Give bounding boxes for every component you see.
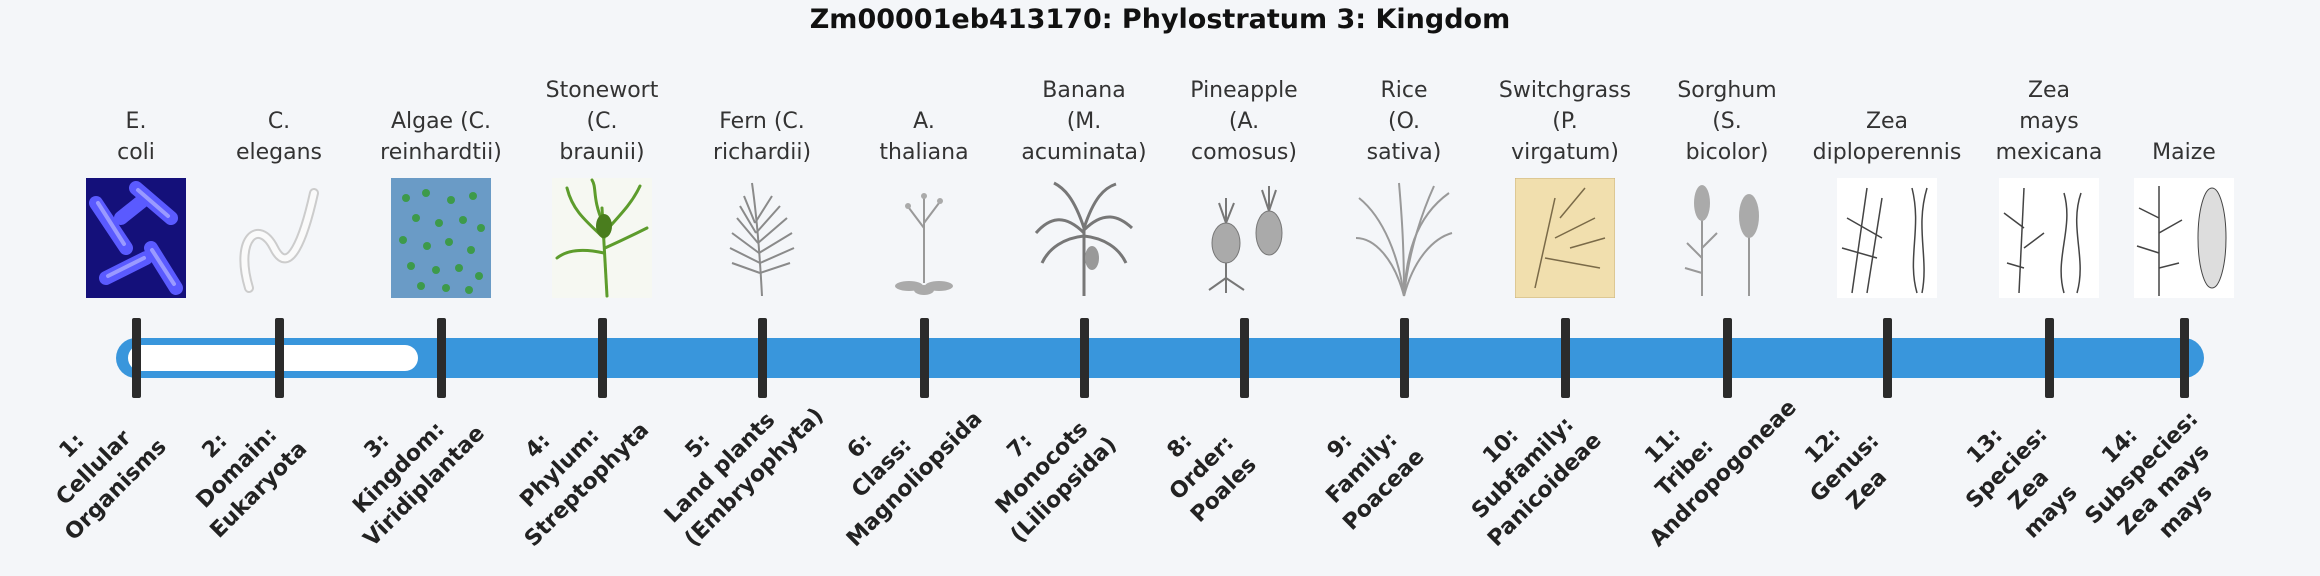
rank-label: 6: Class: Magnoliopsida — [796, 382, 987, 554]
organism-label-line: (O. — [1387, 109, 1420, 134]
organism-label: Fern (C. richardii) — [677, 106, 847, 168]
organism-label: Zea diploperennis — [1802, 106, 1972, 168]
c-elegans-image — [229, 178, 329, 298]
organism-label-line: Stonewort — [545, 78, 659, 103]
timeline-track — [116, 338, 2204, 378]
organism-label: Zea mays mexicana — [1964, 75, 2134, 168]
maize-image — [2134, 178, 2234, 298]
timeline-tick-8[interactable] — [1239, 318, 1249, 398]
organism-label-line: (P. — [1552, 109, 1578, 134]
organism-label-line: richardii) — [712, 140, 812, 165]
timeline-tick-6[interactable] — [919, 318, 929, 398]
timeline-tick-7[interactable] — [1079, 318, 1089, 398]
zea-diploperennis-image — [1837, 178, 1937, 298]
organism-label: Rice (O. sativa) — [1319, 75, 1489, 168]
organism-label-line: A. — [913, 109, 935, 134]
page-title: Zm00001eb413170: Phylostratum 3: Kingdom — [809, 4, 1511, 35]
organism-label-line: Zea — [1865, 109, 1909, 134]
organism-label: Algae (C. reinhardtii) — [356, 106, 526, 168]
organism-label: Stonewort (C. braunii) — [517, 75, 687, 168]
organism-label: Sorghum (S. bicolor) — [1642, 75, 1812, 168]
organism-label-line: Fern (C. — [719, 109, 805, 134]
organism-label-line: virgatum) — [1511, 140, 1619, 165]
timeline-tick-2[interactable] — [274, 318, 284, 398]
organism-label-line: diploperennis — [1812, 140, 1962, 165]
organism-label: Pineapple (A. comosus) — [1159, 75, 1329, 168]
rank-label: 9: Family: Poaceae — [1276, 382, 1448, 554]
pineapple-image — [1194, 178, 1294, 298]
timeline-tick-3[interactable] — [436, 318, 446, 398]
e-coli-image — [86, 178, 186, 298]
organism-label-line: comosus) — [1191, 140, 1297, 165]
organism-label-line: acuminata) — [1021, 140, 1147, 165]
organism-label-line: C. — [267, 109, 291, 134]
timeline-tick-1[interactable] — [131, 318, 141, 398]
organism-label-line: mexicana — [1995, 140, 2103, 165]
timeline-tick-11[interactable] — [1722, 318, 1732, 398]
timeline-tick-14[interactable] — [2179, 318, 2189, 398]
rice-image — [1354, 178, 1454, 298]
organism-label-line: sativa) — [1366, 140, 1442, 165]
algae-image — [391, 178, 491, 298]
timeline-tick-4[interactable] — [597, 318, 607, 398]
organism-label: Maize — [2099, 137, 2269, 168]
rank-label: 8: Order: Poales — [1116, 382, 1288, 554]
stonewort-image — [552, 178, 652, 298]
organism-label-line: mays — [2019, 109, 2079, 134]
organism-label-line: Zea — [2027, 78, 2071, 103]
organism-label-line: Sorghum — [1677, 78, 1777, 103]
rank-label: 3: Kingdom: Viridiplantae — [313, 382, 490, 554]
rank-label: 14: Subspecies: Zea mays mays — [2056, 382, 2250, 576]
organism-label-line: thaliana — [879, 140, 969, 165]
organism-label-line: (A. — [1228, 109, 1260, 134]
timeline-tick-5[interactable] — [757, 318, 767, 398]
organism-label-line: E. — [125, 109, 147, 134]
timeline-tick-12[interactable] — [1882, 318, 1892, 398]
banana-image — [1034, 178, 1134, 298]
timeline-tick-9[interactable] — [1399, 318, 1409, 398]
sorghum-image — [1677, 178, 1777, 298]
organism-label: A. thaliana — [839, 106, 1009, 168]
zea-mexicana-image — [1999, 178, 2099, 298]
organism-label-line: (S. — [1712, 109, 1742, 134]
arabidopsis-image — [874, 178, 974, 298]
organism-label-line: elegans — [235, 140, 323, 165]
organism-label-line: Maize — [2152, 140, 2216, 165]
rank-label: 11: Tribe: Andropogoneae — [1599, 382, 1801, 554]
organism-label-line: Pineapple — [1190, 78, 1298, 103]
rank-label: 7: Monocots (Liliopsida) — [956, 382, 1128, 554]
rank-label: 4: Phylum: Streptophyta — [474, 382, 654, 554]
organism-label: Switchgrass (P. virgatum) — [1480, 75, 1650, 168]
organism-label: Banana (M. acuminata) — [999, 75, 1169, 168]
organism-label-line: Rice — [1380, 78, 1428, 103]
timeline-tick-13[interactable] — [2044, 318, 2054, 398]
organism-label-line: coli — [117, 140, 155, 165]
organism-label-line: Banana — [1042, 78, 1126, 103]
rank-label: 10: Subfamily: Panicoideae — [1437, 382, 1609, 554]
organism-label: E. coli — [51, 106, 221, 168]
organism-label-line: (C. — [586, 109, 618, 134]
organism-label-line: reinhardtii) — [380, 140, 502, 165]
organism-label-line: Switchgrass — [1498, 78, 1632, 103]
fern-image — [712, 178, 812, 298]
organism-label-line: bicolor) — [1685, 140, 1769, 165]
rank-label: 1: Cellular Organisms — [8, 382, 180, 554]
timeline-unfilled-segment — [128, 345, 418, 371]
organism-label-line: braunii) — [559, 140, 645, 165]
rank-label: 2: Domain: Eukaryota — [151, 382, 323, 554]
organism-label: C. elegans — [194, 106, 364, 168]
timeline-tick-10[interactable] — [1560, 318, 1570, 398]
organism-label-line: (M. — [1066, 109, 1102, 134]
organism-label-line: Algae (C. — [390, 109, 492, 134]
rank-label: 5: Land plants (Embryophyta) — [634, 382, 829, 554]
switchgrass-image — [1515, 178, 1615, 298]
